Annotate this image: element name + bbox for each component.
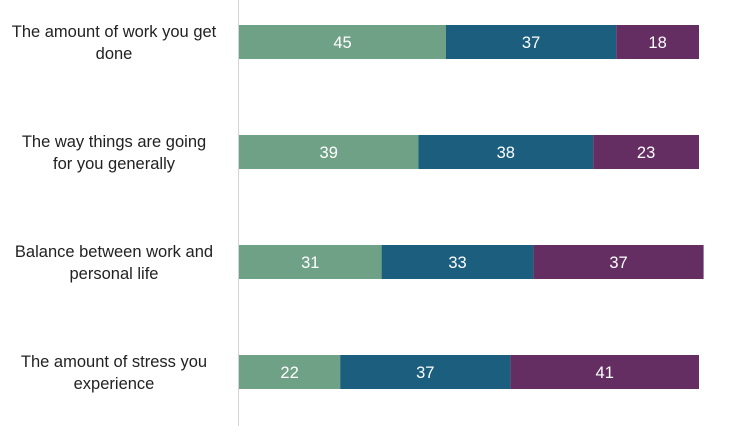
value-label: 23 bbox=[637, 144, 655, 162]
value-label: 33 bbox=[448, 254, 466, 272]
value-label: 45 bbox=[333, 34, 351, 52]
bar-segment-1 bbox=[239, 135, 419, 169]
value-label: 22 bbox=[280, 364, 298, 382]
bar-segment-3 bbox=[616, 25, 699, 59]
bar-segment-3 bbox=[593, 135, 699, 169]
value-label: 37 bbox=[522, 34, 540, 52]
bar-segment-1 bbox=[239, 245, 382, 279]
value-label: 39 bbox=[320, 144, 338, 162]
bar-segment-1 bbox=[239, 25, 446, 59]
value-label: 38 bbox=[497, 144, 515, 162]
value-label: 37 bbox=[416, 364, 434, 382]
bar-segment-1 bbox=[239, 355, 341, 389]
category-label-line: for you generally bbox=[53, 155, 176, 173]
category-label-line: experience bbox=[74, 375, 155, 393]
value-label: 41 bbox=[596, 364, 614, 382]
value-label: 37 bbox=[609, 254, 627, 272]
bar-segment-2 bbox=[418, 135, 594, 169]
bar-segment-3 bbox=[533, 245, 704, 279]
category-label-line: personal life bbox=[70, 265, 159, 283]
value-label: 31 bbox=[301, 254, 319, 272]
category-label-line: The way things are going bbox=[22, 133, 206, 151]
bar-segment-2 bbox=[446, 25, 617, 59]
category-label: The way things are going for you generall… bbox=[22, 133, 206, 173]
bar-segment-2 bbox=[340, 355, 511, 389]
bars-group: 45 37 18 39 38 23 31 33 37 22 37 41 bbox=[239, 25, 704, 389]
value-label: 18 bbox=[648, 34, 666, 52]
category-label: The amount of stress you experience bbox=[21, 353, 207, 393]
category-labels: The amount of work you get done The way th… bbox=[12, 23, 217, 393]
category-label-line: The amount of stress you bbox=[21, 353, 207, 371]
bar-segment-2 bbox=[381, 245, 534, 279]
category-label: The amount of work you get done bbox=[12, 23, 217, 63]
category-label-line: done bbox=[96, 45, 133, 63]
category-label-line: Balance between work and bbox=[15, 243, 213, 261]
category-label-line: The amount of work you get bbox=[12, 23, 217, 41]
category-label: Balance between work and personal life bbox=[15, 243, 213, 283]
bar-segment-3 bbox=[510, 355, 699, 389]
